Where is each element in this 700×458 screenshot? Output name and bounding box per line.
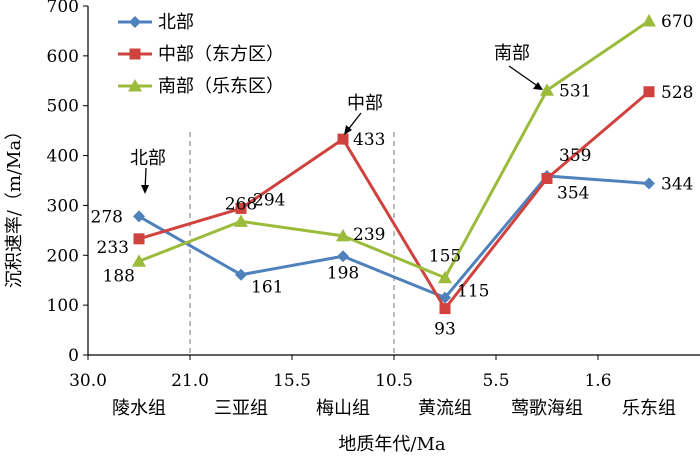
annotation-north-arrowhead xyxy=(141,185,149,194)
legend-label-north: 北部 xyxy=(158,12,194,33)
age-tick-label: 21.0 xyxy=(171,371,209,391)
data-point-s2-0 xyxy=(132,254,146,267)
legend-item-south: 南部（乐东区） xyxy=(118,76,284,97)
y-axis-title: 沉积速率/（m/Ma） xyxy=(4,122,25,288)
series-line-1 xyxy=(138,90,650,311)
legend: 北部 中部（东方区） 南部（乐东区） xyxy=(111,5,327,101)
data-point-s1-0 xyxy=(133,233,145,245)
data-point-s0-3 xyxy=(439,291,451,304)
series-line-2 xyxy=(138,19,650,280)
y-tick-label: 100 xyxy=(47,296,79,316)
data-point-s2-1 xyxy=(234,214,248,227)
annotation-south-label: 南部 xyxy=(494,43,530,64)
data-label-s1-1: 294 xyxy=(253,190,285,210)
annotation-north-label: 北部 xyxy=(130,148,166,169)
data-label-s2-4: 531 xyxy=(559,81,591,101)
data-point-s2-5 xyxy=(642,13,656,27)
category-label: 乐东组 xyxy=(622,398,676,419)
category-label: 陵水组 xyxy=(112,398,166,419)
legend-marker-central xyxy=(129,48,141,60)
data-label-s2-5: 670 xyxy=(661,12,693,32)
legend-item-central: 中部（东方区） xyxy=(118,44,284,65)
y-tick-label: 600 xyxy=(47,47,79,67)
series-layer xyxy=(132,13,656,315)
annotation-north: 北部 xyxy=(130,148,166,194)
annotation-south-arrow xyxy=(508,65,540,88)
data-point-s0-0 xyxy=(133,210,145,223)
data-point-s1-4 xyxy=(541,173,553,185)
legend-label-south: 南部（乐东区） xyxy=(158,76,284,97)
age-tick-label: 15.5 xyxy=(273,371,311,391)
legend-marker-north xyxy=(129,16,141,28)
data-point-s2-2 xyxy=(336,228,350,242)
category-label: 三亚组 xyxy=(214,398,268,419)
category-label: 莺歌海组 xyxy=(511,398,583,419)
data-label-s2-0: 188 xyxy=(103,266,135,286)
data-label-s1-3: 93 xyxy=(434,320,456,340)
category-label: 黄流组 xyxy=(418,398,472,419)
data-point-s0-5 xyxy=(643,177,655,190)
annotation-south: 南部 xyxy=(494,43,543,90)
data-label-s2-3: 155 xyxy=(429,247,461,267)
data-label-s1-4: 354 xyxy=(557,184,589,204)
legend-marker-south xyxy=(128,79,142,92)
y-tick-label: 400 xyxy=(47,147,79,167)
data-point-s0-1 xyxy=(235,268,247,281)
category-label: 梅山组 xyxy=(316,398,370,419)
x-axis-title: 地质年代/Ma xyxy=(338,434,445,455)
y-tick-label: 0 xyxy=(68,346,79,366)
data-point-s0-2 xyxy=(337,250,349,263)
annotation-central: 中部 xyxy=(344,93,383,135)
data-label-s0-2: 198 xyxy=(327,263,359,283)
axes-layer: 0 100 200 300 400 500 600 700 30.0 21.0 15.5 10.5 5.… xyxy=(47,0,700,419)
data-point-s1-3 xyxy=(439,303,451,315)
y-tick-label: 500 xyxy=(47,97,79,117)
data-label-s2-1: 268 xyxy=(225,194,257,214)
data-label-s0-4: 359 xyxy=(559,146,591,166)
data-label-s0-3: 115 xyxy=(457,282,489,302)
data-label-s1-2: 433 xyxy=(353,130,385,150)
data-label-s1-5: 528 xyxy=(661,83,693,103)
legend-item-north: 北部 xyxy=(118,12,194,33)
legend-label-central: 中部（东方区） xyxy=(158,44,284,65)
series-line-0 xyxy=(138,174,650,300)
data-label-layer: 278 161 198 115 359 344 233 294 433 93 354 528 188 26… xyxy=(91,12,694,340)
annotation-central-arrowhead xyxy=(344,125,352,135)
age-tick-label: 10.5 xyxy=(375,371,413,391)
data-label-s0-5: 344 xyxy=(661,174,693,194)
y-tick-label: 700 xyxy=(47,0,79,17)
age-tick-label: 5.5 xyxy=(482,371,509,391)
data-label-s1-0: 233 xyxy=(97,238,129,258)
annotation-south-arrowhead xyxy=(533,82,543,90)
annotations: 北部 中部 南部 xyxy=(130,43,543,194)
y-tick-label: 300 xyxy=(47,196,79,216)
data-point-s1-5 xyxy=(643,86,655,98)
data-label-s2-2: 239 xyxy=(353,225,385,245)
age-tick-label: 30.0 xyxy=(69,371,107,391)
data-label-s0-1: 161 xyxy=(251,278,283,298)
data-point-s1-2 xyxy=(337,133,349,145)
y-tick-label: 200 xyxy=(47,246,79,266)
age-tick-label: 1.6 xyxy=(584,371,611,391)
data-label-s0-0: 278 xyxy=(91,207,123,227)
data-point-s2-3 xyxy=(438,270,452,284)
data-point-s2-4 xyxy=(540,83,554,96)
annotation-central-label: 中部 xyxy=(347,93,383,114)
data-point-s1-1 xyxy=(235,202,247,214)
